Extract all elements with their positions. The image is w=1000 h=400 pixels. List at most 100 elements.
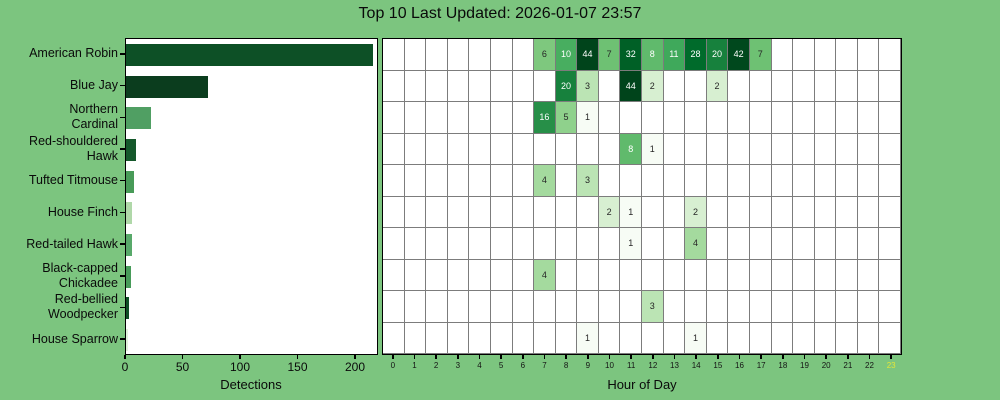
heatmap-cell <box>663 70 686 102</box>
species-label: American Robin <box>29 46 118 61</box>
hour-tick <box>760 355 762 359</box>
heatmap-cell <box>857 291 880 323</box>
heatmap-cell <box>555 259 578 291</box>
hour-tick-label: 11 <box>627 361 636 370</box>
heatmap-cell <box>771 102 794 134</box>
heatmap-cell <box>836 259 858 291</box>
heatmap-cell <box>771 133 794 165</box>
x-tick <box>124 355 126 359</box>
heatmap-cell <box>512 322 535 354</box>
heatmap-cell <box>879 228 901 260</box>
heatmap-cell <box>728 322 750 354</box>
heatmap-cell <box>469 322 491 354</box>
heatmap-cell <box>426 70 448 102</box>
detections-bar <box>126 170 135 193</box>
heatmap-cell <box>534 291 556 323</box>
heatmap-cell <box>857 259 880 291</box>
hour-tick-label: 2 <box>433 361 439 370</box>
y-tick <box>120 243 125 245</box>
heatmap-cell <box>512 259 535 291</box>
heatmap-cell <box>814 228 837 260</box>
species-label: Red-bellied Woodpecker <box>48 292 118 322</box>
heatmap-cell <box>814 322 837 354</box>
heatmap-cell <box>771 228 794 260</box>
species-label: Tufted Titmouse <box>28 173 118 188</box>
heatmap-cell <box>836 291 858 323</box>
species-label: Red-tailed Hawk <box>26 236 118 251</box>
heatmap-cell <box>426 291 448 323</box>
heatmap-cell: 1 <box>577 322 599 354</box>
heatmap-cell <box>469 259 491 291</box>
heatmap-cell <box>469 228 491 260</box>
heatmap-cell <box>447 133 470 165</box>
heatmap-cell: 4 <box>534 259 556 291</box>
heatmap-cell <box>706 196 729 228</box>
heatmap-cell <box>771 39 794 71</box>
heatmap-cell <box>728 259 750 291</box>
heatmap-cell <box>620 291 642 323</box>
heatmap-cell <box>793 165 815 197</box>
y-tick <box>120 148 125 150</box>
heatmap-cell <box>383 165 405 197</box>
heatmap-cell: 8 <box>620 133 642 165</box>
heatmap-cell <box>685 165 707 197</box>
heatmap-cell <box>749 196 772 228</box>
bar-chart-x-axis-label: Detections <box>220 377 282 392</box>
y-tick <box>120 211 125 214</box>
heatmap-cell <box>490 102 513 134</box>
heatmap-cell <box>836 102 858 134</box>
hour-tick <box>543 355 546 359</box>
y-tick <box>120 275 125 277</box>
heatmap-cell <box>447 165 470 197</box>
heatmap-cell: 3 <box>642 291 664 323</box>
heatmap-cell <box>749 102 772 134</box>
heatmap-cell <box>857 39 880 71</box>
heatmap-cell <box>512 165 535 197</box>
hour-tick <box>738 355 741 359</box>
heatmap-cell <box>814 39 837 71</box>
heatmap-cell <box>447 70 470 102</box>
heatmap-cell <box>642 102 664 134</box>
hour-tick <box>478 355 481 359</box>
hour-tick-label: 15 <box>713 361 723 370</box>
hour-tick-label: 9 <box>585 361 591 370</box>
heatmap-cell <box>447 228 470 260</box>
heatmap-cell <box>577 228 599 260</box>
heatmap-cell <box>512 228 535 260</box>
heatmap-cell <box>426 102 448 134</box>
heatmap-cell <box>490 228 513 260</box>
hour-tick-label: 12 <box>648 361 658 370</box>
heatmap-cell <box>706 165 729 197</box>
heatmap-cell: 4 <box>685 228 707 260</box>
heatmap-cell <box>383 39 405 71</box>
heatmap-cell <box>814 291 837 323</box>
heatmap-cell <box>469 39 491 71</box>
hour-tick-label: 20 <box>821 361 831 370</box>
heatmap-cell <box>793 70 815 102</box>
heatmap-cell <box>404 39 427 71</box>
heatmap-cell <box>534 228 556 260</box>
heatmap-cell: 3 <box>577 165 599 197</box>
detections-bar <box>126 138 137 161</box>
heatmap-cell <box>857 228 880 260</box>
heatmap-cell <box>577 259 599 291</box>
heatmap-cell: 32 <box>620 39 642 71</box>
hour-tick-label: 23 <box>886 361 896 370</box>
hour-tick <box>435 355 437 359</box>
heatmap-cell <box>490 39 513 71</box>
heatmap-cell <box>663 322 686 354</box>
heatmap-cell <box>620 259 642 291</box>
heatmap-cell <box>383 228 405 260</box>
heatmap-cell <box>857 322 880 354</box>
heatmap-cell <box>577 133 599 165</box>
heatmap-cell <box>836 39 858 71</box>
x-tick <box>354 355 356 359</box>
heatmap-cell <box>555 322 578 354</box>
hour-tick-label: 1 <box>412 361 417 370</box>
heatmap-cell <box>598 70 621 102</box>
heatmap-cell <box>404 133 427 165</box>
hour-tick <box>868 355 871 359</box>
species-label: Red-shouldered Hawk <box>29 133 118 163</box>
heatmap-cell <box>534 133 556 165</box>
detections-bar <box>126 107 152 130</box>
